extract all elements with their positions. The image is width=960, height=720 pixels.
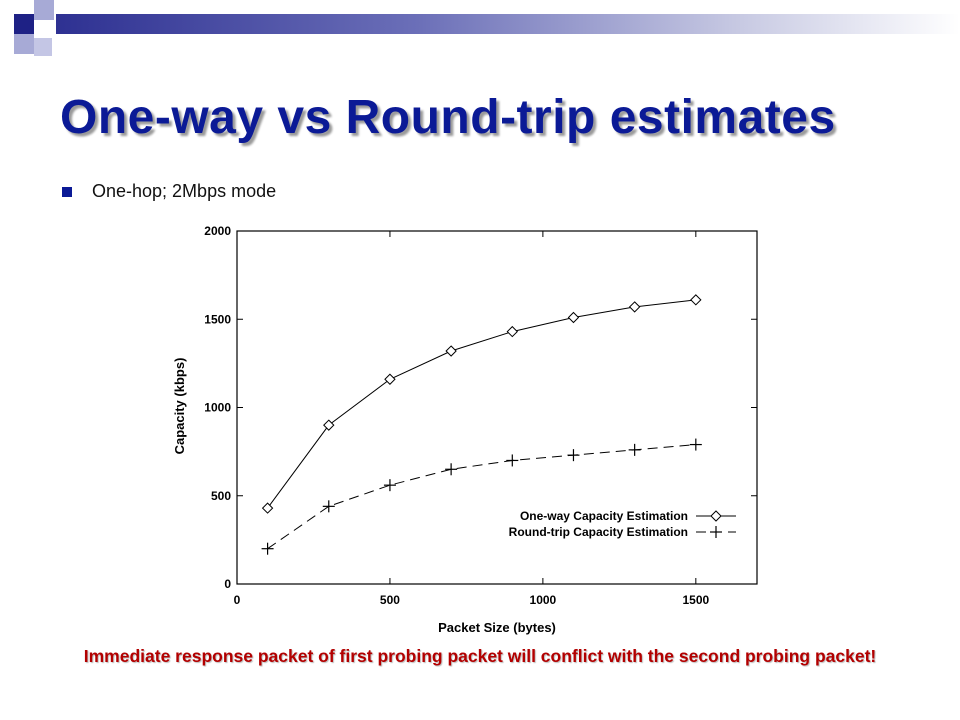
y-tick-label: 0 bbox=[224, 577, 231, 591]
series-round-trip bbox=[261, 438, 702, 555]
y-tick-label: 500 bbox=[211, 489, 231, 503]
bullet-item: One-hop; 2Mbps mode bbox=[62, 181, 276, 202]
chart-axes: 0 500 1000 1500 2000 0 500 1000 1500 bbox=[204, 224, 758, 607]
x-tick-label: 0 bbox=[234, 593, 241, 607]
x-axis-label: Packet Size (bytes) bbox=[438, 620, 556, 635]
data-point-plus bbox=[445, 463, 458, 476]
capacity-chart: 0 500 1000 1500 2000 0 500 1000 1500 One-way Cap… bbox=[172, 224, 758, 635]
data-point-plus bbox=[322, 500, 335, 513]
corner-square-light-3 bbox=[34, 38, 52, 56]
data-point-diamond bbox=[710, 510, 722, 522]
data-point-diamond bbox=[323, 419, 335, 431]
data-point-plus bbox=[628, 443, 641, 456]
series-line bbox=[267, 444, 696, 550]
slide-title: One-way vs Round-trip estimates bbox=[60, 91, 836, 144]
corner-square-dark-1 bbox=[14, 14, 34, 34]
data-point-plus bbox=[261, 542, 274, 555]
y-tick-label: 2000 bbox=[204, 224, 231, 238]
data-point-plus bbox=[710, 526, 722, 538]
data-point-plus bbox=[567, 449, 580, 462]
data-point-plus bbox=[506, 454, 519, 467]
data-point-diamond bbox=[384, 373, 396, 385]
y-tick-label: 1000 bbox=[204, 401, 231, 415]
data-point-diamond bbox=[445, 345, 457, 357]
data-point-plus bbox=[383, 479, 396, 492]
data-point-diamond bbox=[690, 294, 702, 306]
x-tick-label: 1000 bbox=[530, 593, 557, 607]
x-tick-label: 500 bbox=[380, 593, 400, 607]
data-point-diamond bbox=[261, 502, 274, 514]
data-point-diamond bbox=[506, 325, 519, 338]
bullet-text: One-hop; 2Mbps mode bbox=[92, 181, 277, 201]
series-line bbox=[267, 299, 696, 509]
footnote-warning: Immediate response packet of first probi… bbox=[83, 646, 877, 666]
bullet-square-icon bbox=[62, 186, 72, 197]
chart-legend: One-way Capacity Estimation Round-trip Ca… bbox=[509, 509, 736, 539]
x-tick-label: 1500 bbox=[682, 593, 709, 607]
y-tick-label: 1500 bbox=[204, 312, 231, 326]
data-point-diamond bbox=[567, 311, 580, 324]
data-point-diamond bbox=[628, 301, 641, 313]
series-one-way bbox=[261, 294, 702, 514]
y-axis-label: Capacity (kbps) bbox=[172, 358, 187, 455]
chart-series bbox=[261, 294, 702, 555]
corner-square-light-1 bbox=[34, 0, 54, 20]
data-point-plus bbox=[689, 438, 702, 451]
corner-square-light-2 bbox=[14, 34, 34, 54]
legend-label: One-way Capacity Estimation bbox=[520, 509, 688, 523]
header-gradient-bar bbox=[56, 14, 960, 34]
legend-label: Round-trip Capacity Estimation bbox=[509, 525, 688, 539]
